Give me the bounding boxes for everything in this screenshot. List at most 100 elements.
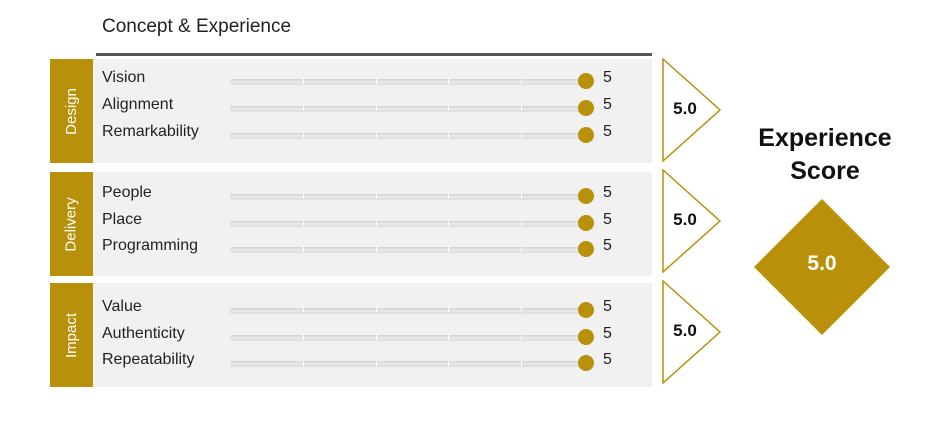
rating-dot — [578, 127, 594, 143]
experience-score-value: 5.0 — [807, 252, 837, 275]
track-gridline — [375, 247, 377, 252]
track-gridline — [521, 247, 523, 252]
track-gridline — [375, 79, 377, 84]
metric-value: 5 — [603, 96, 612, 113]
metric-row: Vision 5 — [93, 67, 652, 93]
metric-value: 5 — [603, 211, 612, 228]
track-gridline — [375, 194, 377, 199]
experience-score-diamond — [754, 199, 890, 335]
track-gridline — [448, 361, 450, 366]
section-impact: Impact Value 5 Authenticity 5 Repeatabil… — [50, 283, 652, 387]
experience-score-title: Experience Score — [745, 122, 905, 188]
section-panel: Value 5 Authenticity 5 Repeatability 5 — [93, 283, 652, 387]
metric-row: Value 5 — [93, 296, 652, 322]
track-gridline — [375, 361, 377, 366]
track-gridline — [521, 335, 523, 340]
metric-row: Place 5 — [93, 209, 652, 235]
section-band: Impact — [50, 283, 93, 387]
track-gridline — [448, 308, 450, 313]
impact-score: 5.0 — [673, 321, 697, 340]
track-gridline — [302, 194, 304, 199]
track-gridline — [448, 335, 450, 340]
section-label: Delivery — [63, 196, 80, 252]
section-label: Design — [63, 87, 81, 135]
metric-value: 5 — [603, 184, 612, 201]
track-gridline — [302, 335, 304, 340]
track-gridline — [302, 247, 304, 252]
metric-label: Vision — [102, 69, 146, 86]
track-gridline — [521, 133, 523, 138]
track-gridline — [375, 335, 377, 340]
track-gridline — [521, 221, 523, 226]
track-gridline — [302, 106, 304, 111]
metric-label: Authenticity — [102, 325, 185, 342]
metric-value: 5 — [603, 123, 612, 140]
metric-label: Place — [102, 211, 143, 228]
section-band: Design — [50, 59, 93, 163]
track-gridline — [521, 106, 523, 111]
metric-row: Authenticity 5 — [93, 323, 652, 349]
track-gridline — [302, 308, 304, 313]
design-score: 5.0 — [673, 99, 697, 118]
metric-label: Alignment — [102, 96, 174, 113]
rating-track — [230, 79, 594, 84]
section-design: Design Vision 5 Alignment 5 Remarkabilit… — [50, 59, 652, 163]
rating-track — [230, 335, 594, 340]
rating-track — [230, 133, 594, 138]
track-gridline — [448, 133, 450, 138]
rating-track — [230, 247, 594, 252]
rating-dot — [578, 215, 594, 231]
metric-value: 5 — [603, 351, 612, 368]
track-gridline — [375, 133, 377, 138]
metric-row: Alignment 5 — [93, 94, 652, 120]
metric-row: People 5 — [93, 182, 652, 208]
track-gridline — [302, 361, 304, 366]
rating-dot — [578, 100, 594, 116]
metric-label: Value — [102, 298, 142, 315]
section-delivery: Delivery People 5 Place 5 Programming 5 — [50, 172, 652, 276]
metric-value: 5 — [603, 237, 612, 254]
rating-track — [230, 361, 594, 366]
track-gridline — [302, 79, 304, 84]
metric-value: 5 — [603, 69, 612, 86]
metric-label: Repeatability — [102, 351, 195, 368]
experience-title-line1: Experience — [758, 124, 892, 152]
metric-label: People — [102, 184, 152, 201]
section-panel: People 5 Place 5 Programming 5 — [93, 172, 652, 276]
metric-label: Programming — [102, 237, 199, 254]
track-gridline — [302, 221, 304, 226]
rating-dot — [578, 329, 594, 345]
track-gridline — [302, 133, 304, 138]
track-gridline — [448, 221, 450, 226]
metric-row: Repeatability 5 — [93, 349, 652, 375]
track-gridline — [448, 194, 450, 199]
track-gridline — [375, 106, 377, 111]
metric-row: Remarkability 5 — [93, 121, 652, 147]
metric-value: 5 — [603, 298, 612, 315]
design-score-triangle — [662, 58, 722, 162]
section-band: Delivery — [50, 172, 93, 276]
rating-track — [230, 106, 594, 111]
delivery-score: 5.0 — [673, 210, 697, 229]
experience-title-line2: Score — [790, 157, 860, 185]
rating-dot — [578, 188, 594, 204]
section-panel: Vision 5 Alignment 5 Remarkability 5 — [93, 59, 652, 163]
rating-track — [230, 221, 594, 226]
track-gridline — [521, 361, 523, 366]
track-gridline — [448, 106, 450, 111]
delivery-score-triangle — [662, 169, 722, 273]
metric-row: Programming 5 — [93, 235, 652, 261]
track-gridline — [375, 308, 377, 313]
track-gridline — [521, 308, 523, 313]
track-gridline — [448, 79, 450, 84]
rating-dot — [578, 73, 594, 89]
rating-track — [230, 308, 594, 313]
track-gridline — [521, 194, 523, 199]
track-gridline — [521, 79, 523, 84]
rating-dot — [578, 302, 594, 318]
track-gridline — [375, 221, 377, 226]
metric-value: 5 — [603, 325, 612, 342]
page-title: Concept & Experience — [102, 16, 292, 37]
title-divider — [96, 53, 652, 56]
track-gridline — [448, 247, 450, 252]
